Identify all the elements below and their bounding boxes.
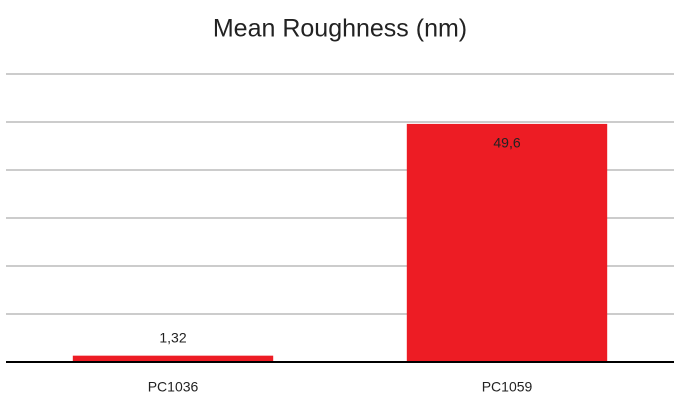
x-tick-label: PC1059 <box>482 379 533 395</box>
data-label: 1,32 <box>159 329 186 345</box>
chart-title: Mean Roughness (nm) <box>213 15 467 43</box>
bar <box>72 355 274 362</box>
data-label: 49,6 <box>493 135 520 151</box>
bar <box>406 123 608 362</box>
x-tick-label: PC1036 <box>148 379 199 395</box>
